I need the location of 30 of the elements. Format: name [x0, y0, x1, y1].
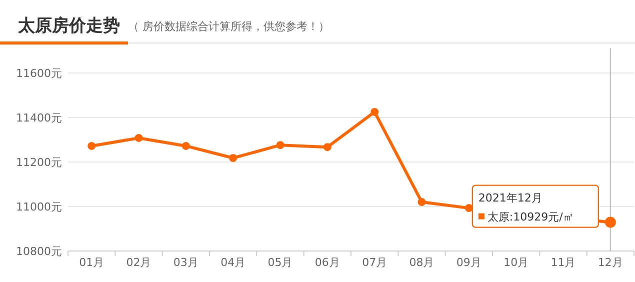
y-tick-label: 11200元	[16, 156, 62, 169]
annotation: 太原:10929元/㎡	[487, 210, 574, 224]
chart-title: 太原房价走势	[17, 16, 120, 36]
point	[182, 142, 190, 150]
x-tick-label: 11月	[550, 256, 576, 269]
point	[464, 204, 473, 212]
chart-subtitle: （ 房价数据综合计算所得，供您参考！）	[128, 20, 330, 33]
x-tick-label: 03月	[173, 256, 198, 269]
x-tick-label: 10月	[504, 256, 529, 269]
x-tick-label: 08月	[409, 256, 434, 269]
point	[418, 198, 426, 206]
point	[88, 142, 96, 150]
point	[229, 154, 238, 162]
annotation: 2021年12月	[478, 191, 542, 204]
x-tick-label: 09月	[456, 256, 482, 269]
x-tick-label: 04月	[220, 256, 246, 269]
x-tick-label: 05月	[268, 256, 293, 269]
point	[276, 141, 284, 150]
x-tick-label: 12月	[598, 256, 623, 269]
x-tick-label: 06月	[314, 256, 340, 269]
y-tick-label: 11000元	[16, 200, 62, 214]
x-tick-label: 07月	[362, 256, 388, 269]
point	[323, 143, 332, 152]
x-tick-label: 02月	[126, 256, 152, 269]
y-tick-label: 11400元	[16, 112, 62, 124]
y-tick-label: 11600元	[16, 67, 62, 80]
point	[134, 134, 143, 142]
point	[370, 108, 379, 116]
y-tick-label: 10800元	[16, 245, 62, 258]
x-tick-label: 01月	[79, 256, 104, 269]
